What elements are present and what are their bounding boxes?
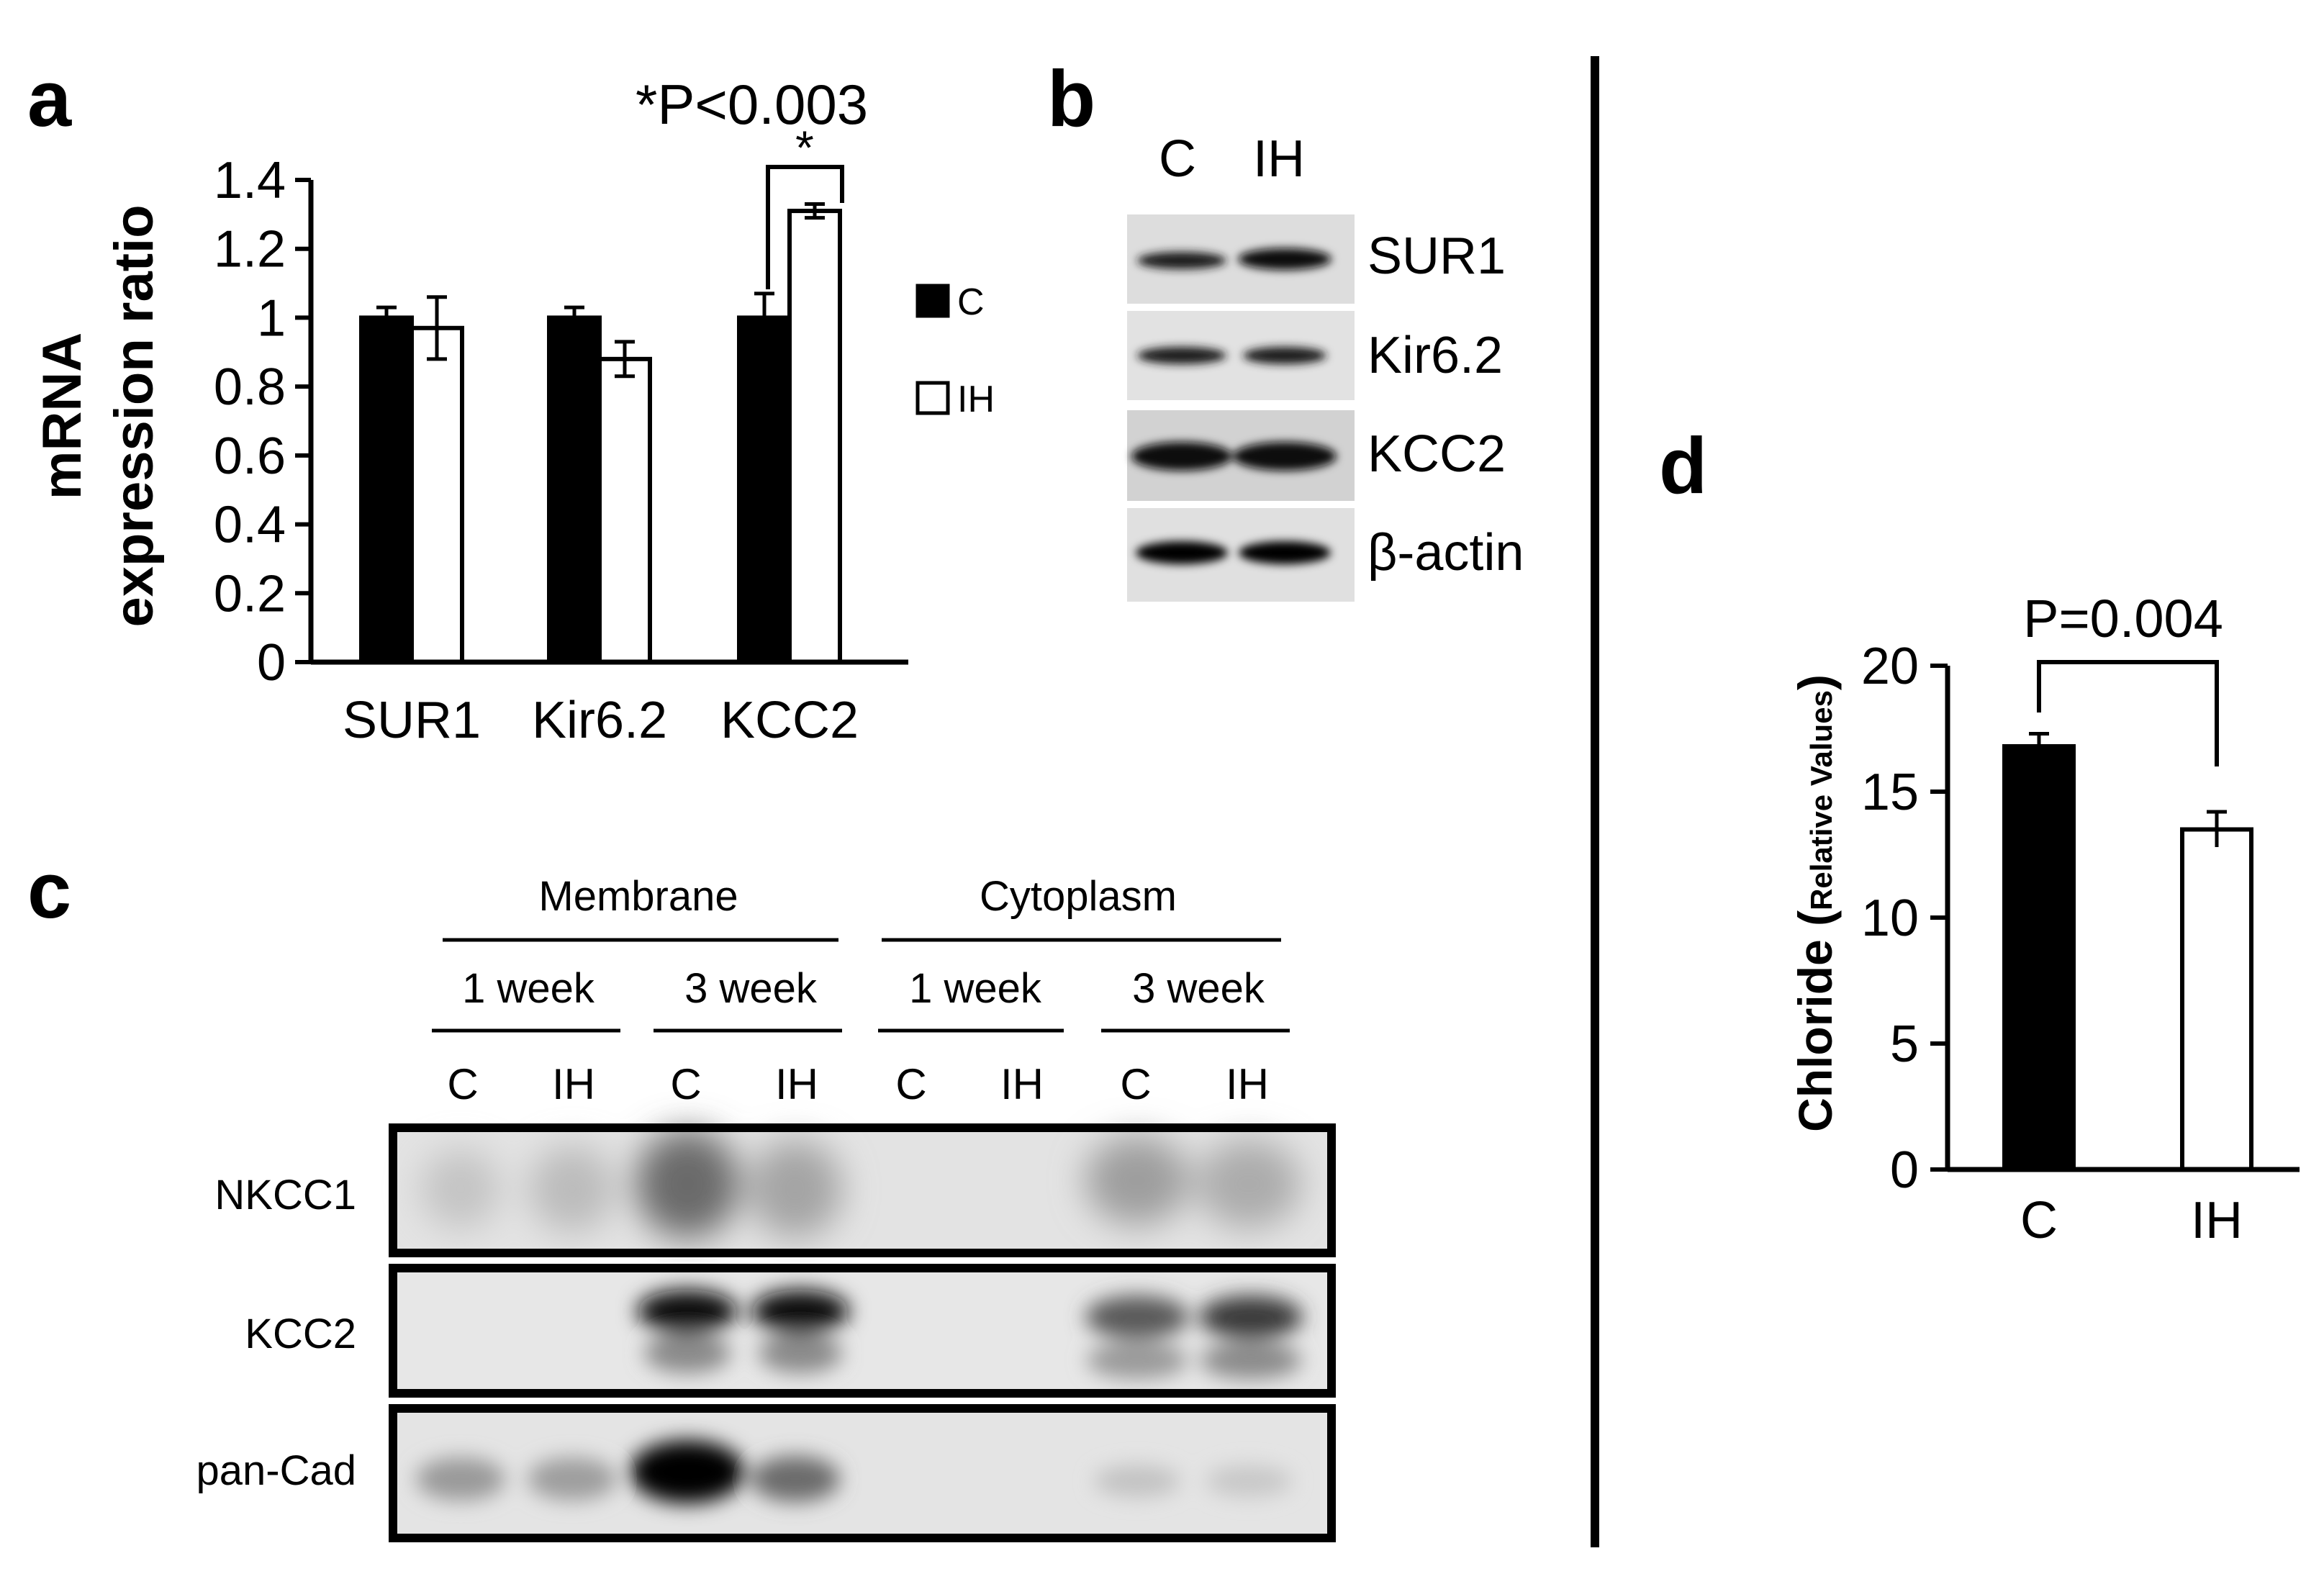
panel-d-category-label: IH [2191, 1192, 2243, 1249]
panel-c-week-4: 3 week [1132, 965, 1265, 1012]
panel-a-bar-c-3 [737, 315, 792, 664]
panel-a-ytick-label: 0.8 [214, 358, 286, 416]
panel-c-row-pancad: pan-Cad [196, 1447, 356, 1494]
panel-c-lane-6: IH [1000, 1060, 1044, 1108]
panel-b-lane-ih: IH [1253, 130, 1305, 188]
panel-c-lane-4: IH [775, 1060, 818, 1108]
panel-d-category-label: C [2020, 1192, 2058, 1249]
panel-d-ytick-label: 20 [1861, 638, 1919, 695]
panel-c-lane-1: C [447, 1060, 478, 1108]
legend-swatch-c [915, 284, 950, 318]
panel-c-week-2: 3 week [684, 965, 818, 1012]
panel-c-row-nkcc1: NKCC1 [214, 1172, 356, 1218]
panel-d-ylabel-main: Chloride ( [1789, 910, 1842, 1132]
panel-a-category-label: SUR1 [343, 692, 481, 749]
panel-d-bar-c [2002, 744, 2076, 1172]
panel-a-category-label: KCC2 [720, 692, 859, 749]
panel-c-group-cytoplasm: Cytoplasm [980, 873, 1177, 920]
panel-d-significance-bracket [2037, 660, 2219, 766]
panel-d-pvalue: P=0.004 [2023, 589, 2223, 648]
panel-a-bar-ih-1 [410, 325, 464, 664]
panel-a-category-label: Kir6.2 [532, 692, 667, 749]
panel-d-ytick-label: 5 [1890, 1015, 1919, 1073]
panel-b-row-bactin: β-actin [1367, 524, 1524, 582]
panel-a-significance-bracket [766, 165, 844, 289]
panel-c-blot-kcc2 [393, 1268, 1331, 1393]
panel-a-bar-ih-3 [787, 209, 842, 665]
panel-a-ytick-label: 0.4 [214, 497, 286, 554]
panel-d-ytick-label: 15 [1861, 764, 1919, 821]
panel-a-chart: mRNA expression ratio 0 0.2 0.4 0.6 0.8 1 1.2 1… [32, 73, 995, 749]
panel-d-ylabel-close: ) [1789, 674, 1842, 690]
panel-d-ytick-label: 10 [1861, 890, 1919, 947]
panel-d-ylabel: Chloride (Relative Values) [1789, 674, 1842, 1132]
panel-b-row-sur1: SUR1 [1367, 227, 1506, 285]
panel-a-ytick-label: 1 [257, 289, 286, 347]
panel-label-b: b [1047, 55, 1095, 143]
legend-swatch-ih [915, 381, 950, 415]
panel-b-western-blot: C IH SUR1 Kir6.2 KCC2 β-actin [1127, 130, 1524, 602]
panel-label-a: a [27, 55, 72, 143]
panel-a-ylabel-line2: expression ratio [104, 204, 165, 627]
panel-d-ytick-label: 0 [1890, 1141, 1919, 1199]
panel-c-lane-2: IH [552, 1060, 595, 1108]
panel-label-d: d [1659, 422, 1707, 510]
panel-a-ytick-label: 0 [257, 634, 286, 692]
panel-c-lane-8: IH [1226, 1060, 1269, 1108]
panel-b-row-kcc2: KCC2 [1367, 425, 1506, 483]
panel-c-week-1: 1 week [462, 965, 595, 1012]
panel-c-lane-3: C [670, 1060, 701, 1108]
panel-a-bar-c-1 [359, 315, 414, 664]
panel-c-western-blot: Membrane Cytoplasm 1 week 3 week 1 week … [196, 873, 1336, 1542]
panel-a-ytick-label: 0.2 [214, 565, 286, 623]
legend-label-ih: IH [957, 379, 995, 420]
panel-c-week-3: 1 week [909, 965, 1042, 1012]
panel-a-significance-star: * [795, 121, 814, 174]
panel-a-ytick-label: 1.2 [214, 221, 286, 279]
panel-a-bar-c-2 [547, 315, 602, 664]
panel-a-ytick-label: 0.6 [214, 427, 286, 485]
panel-b-row-kir62: Kir6.2 [1367, 327, 1503, 384]
panel-label-c: c [27, 846, 71, 935]
legend-label-c: C [957, 281, 985, 323]
panel-c-row-kcc2: KCC2 [245, 1311, 356, 1357]
panel-c-lane-7: C [1120, 1060, 1151, 1108]
panel-d-bar-ih [2180, 827, 2253, 1172]
panel-c-group-membrane: Membrane [538, 873, 738, 920]
panel-a-pvalue: *P<0.003 [636, 73, 868, 136]
panel-a-ylabel-line1: mRNA [32, 332, 93, 499]
panel-d-ylabel-sub: Relative Values [1804, 690, 1838, 910]
panel-a-bar-ih-2 [597, 356, 652, 664]
panel-b-lane-c: C [1159, 130, 1196, 188]
panel-a-ytick-label: 1.4 [214, 152, 286, 209]
panel-c-lane-5: C [895, 1060, 926, 1108]
